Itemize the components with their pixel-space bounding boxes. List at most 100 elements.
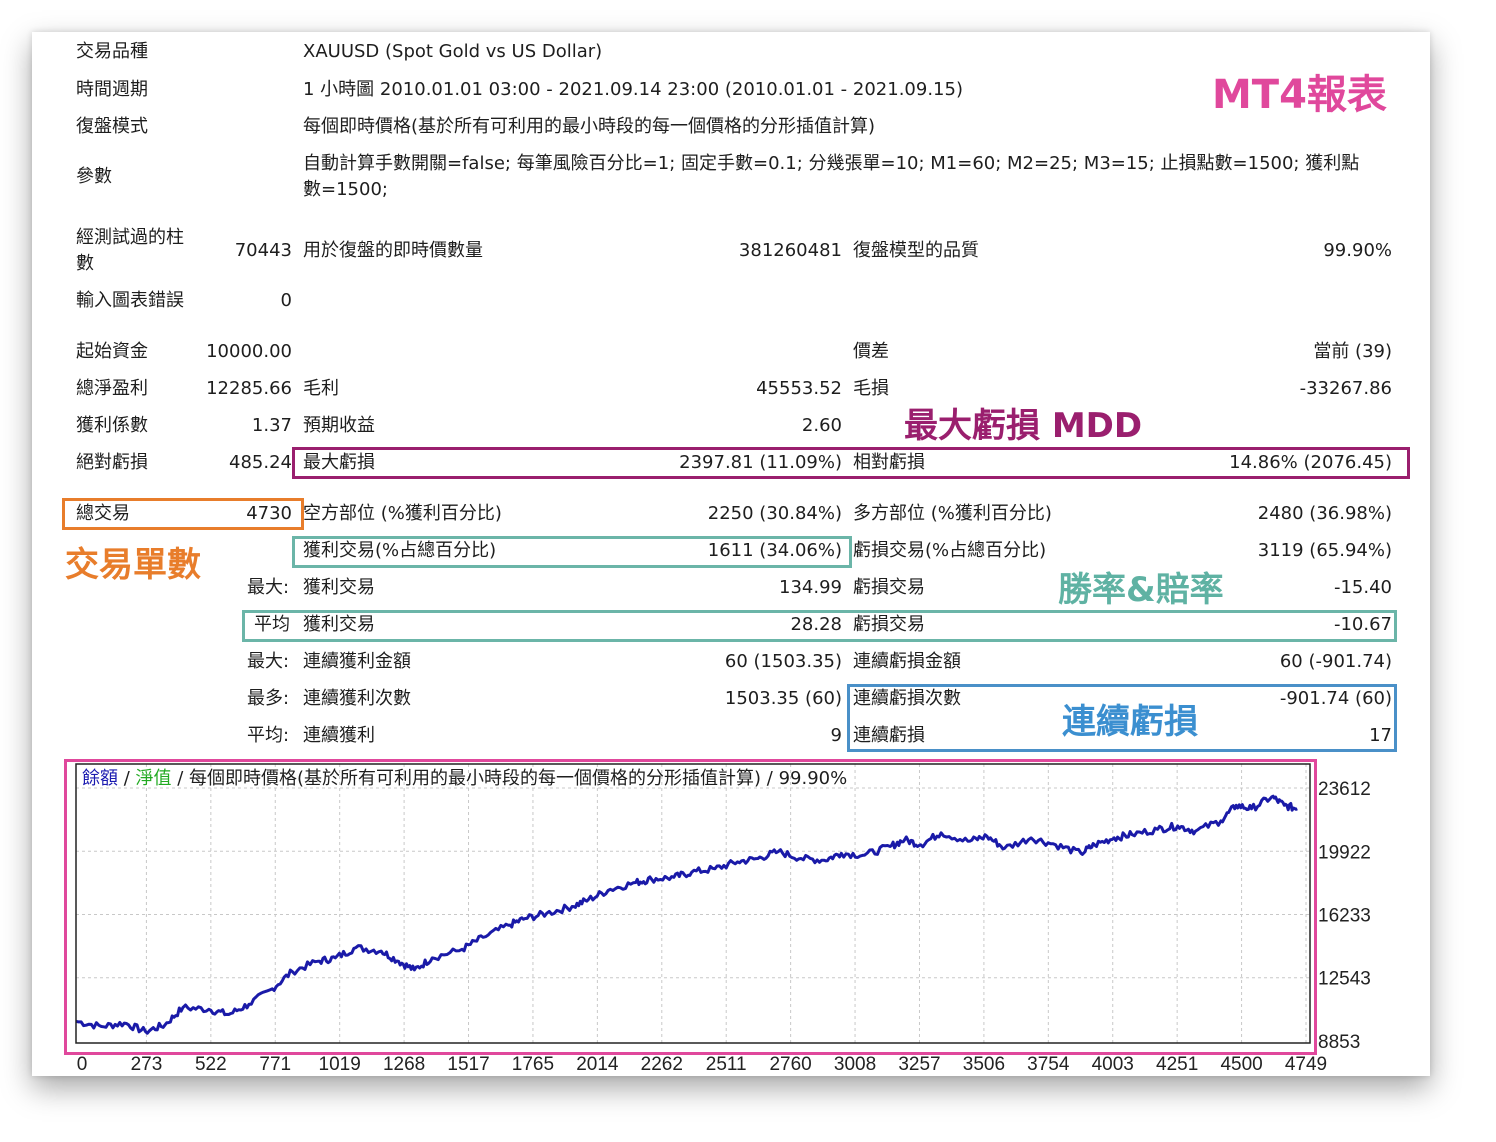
bars-label-line1: 經測試過的柱 [76,227,184,248]
largest-profit-label: 獲利交易 [303,577,375,598]
x-tick-label: 3257 [898,1054,940,1075]
symbol-value: XAUUSD (Spot Gold vs US Dollar) [303,41,603,62]
x-tick-label: 771 [259,1054,291,1075]
net-profit-value: 12285.66 [206,378,292,399]
avg-consec-losses-label: 連續虧損 [853,725,925,746]
x-tick-label: 2760 [769,1054,811,1075]
y-tick-label: 12543 [1318,969,1371,990]
y-tick-label: 16233 [1318,905,1371,926]
legend-description: / 每個即時價格(基於所有可利用的最小時段的每一個價格的分形插值計算) / 99… [171,768,848,789]
long-positions-value: 2480 (36.98%) [1257,503,1392,524]
total-trades-highlight [62,498,304,530]
short-positions-label: 空方部位 (%獲利百分比) [303,503,502,524]
most-consec-loss-value: -901.74 (60) [1279,688,1392,709]
x-tick-label: 4251 [1156,1054,1198,1075]
average-prefix: 平均 [254,614,290,635]
period-label: 時間週期 [76,79,148,100]
largest-profit-value: 134.99 [779,577,842,598]
legend-sep: / [118,768,136,789]
expected-payoff-value: 2.60 [801,415,842,436]
most-consec-loss-label: 連續虧損次數 [853,688,961,709]
x-tick-label: 522 [195,1054,227,1075]
x-tick-label: 0 [77,1054,88,1075]
deposit-value: 10000.00 [206,341,292,362]
profit-trades-label: 獲利交易(%占總百分比) [303,540,497,561]
largest-prefix: 最大: [247,577,290,598]
x-tick-label: 3008 [834,1054,876,1075]
y-tick-label: 8853 [1318,1032,1360,1053]
x-tick-label: 4749 [1285,1054,1327,1075]
rel-drawdown-label: 相對虧損 [853,452,925,473]
most-consec-profit-label: 連續獲利次數 [303,688,411,709]
params-value-line1: 自動計算手數開關=false; 每筆風險百分比=1; 固定手數=0.1; 分幾張… [303,153,1360,174]
rel-drawdown-value: 14.86% (2076.45) [1229,452,1392,473]
abs-drawdown-label: 絕對虧損 [76,452,148,473]
chart-plot-border [75,763,1311,1044]
max-drawdown-highlight [292,447,1410,479]
abs-drawdown-value: 485.24 [229,452,292,473]
total-trades-label: 總交易 [76,503,130,524]
chart-x-ticks: 0 273 522 771 1019 1268 1517 1765 2014 2262 2511 27… [77,1054,1327,1075]
average-loss-label: 虧損交易 [853,614,925,635]
x-tick-label: 4003 [1092,1054,1134,1075]
model-value: 每個即時價格(基於所有可利用的最小時段的每一個價格的分形插值計算) [303,116,876,137]
average-loss-value: -10.67 [1333,614,1392,635]
model-label: 復盤模式 [76,116,148,137]
quality-value: 99.90% [1323,240,1392,261]
most-prefix: 最多: [247,688,290,709]
x-tick-label: 4500 [1220,1054,1262,1075]
profit-factor-value: 1.37 [251,415,292,436]
gross-profit-label: 毛利 [303,378,339,399]
x-tick-label: 3506 [963,1054,1005,1075]
profit-trades-highlight [292,536,852,568]
errors-value: 0 [280,290,292,311]
avg-consec-wins-value: 9 [830,725,842,746]
x-tick-label: 2014 [576,1054,619,1075]
chart-y-ticks: 23612 19922 16233 12543 8853 [1318,779,1371,1053]
average-trades-highlight [242,610,1397,642]
x-tick-label: 2262 [641,1054,683,1075]
average-profit-label: 獲利交易 [303,614,375,635]
balance-chart: 0 273 522 771 1019 1268 1517 1765 2014 2262 2511 27… [75,763,1371,1075]
x-tick-label: 1517 [447,1054,489,1075]
y-tick-label: 19922 [1318,842,1371,863]
profit-trades-value: 1611 (34.06%) [707,540,842,561]
short-positions-value: 2250 (30.84%) [707,503,842,524]
mdd-annotation: 最大虧損 MDD [904,406,1143,446]
max-drawdown-label: 最大虧損 [303,452,375,473]
loss-trades-value: 3119 (65.94%) [1257,540,1392,561]
period-value: 1 小時圖 2010.01.01 03:00 - 2021.09.14 23:0… [303,79,963,100]
x-tick-label: 1019 [319,1054,361,1075]
gross-loss-value: -33267.86 [1299,378,1392,399]
gross-profit-value: 45553.52 [756,378,842,399]
report-card: 交易品種 XAUUSD (Spot Gold vs US Dollar) 時間週… [32,32,1430,1076]
symbol-label: 交易品種 [76,41,148,62]
avg-consec-losses-value: 17 [1369,725,1392,746]
loss-trades-label: 虧損交易(%占總百分比) [853,540,1047,561]
x-tick-label: 2511 [706,1054,747,1075]
chart-series [75,794,1298,1035]
net-profit-label: 總淨盈利 [76,378,148,399]
bars-label-line2: 數 [76,253,94,274]
x-tick-label: 3754 [1027,1054,1070,1075]
chart-highlight [64,759,1317,1055]
x-tick-label: 1765 [512,1054,554,1075]
deposit-label: 起始資金 [76,341,148,362]
expected-payoff-label: 預期收益 [303,415,375,436]
x-tick-label: 1268 [383,1054,425,1075]
quality-label: 復盤模型的品質 [853,240,979,261]
params-value-line2: 數=1500; [303,179,388,200]
params-label: 參數 [76,166,112,187]
mt4-report-annotation: MT4報表 [1212,72,1387,118]
ticks-label: 用於復盤的即時價數量 [303,240,483,261]
most-consec-profit-value: 1503.35 (60) [724,688,842,709]
x-tick-label: 273 [131,1054,163,1075]
largest-loss-value: -15.40 [1333,577,1392,598]
chart-legend: 餘額 / 淨值 / 每個即時價格(基於所有可利用的最小時段的每一個價格的分形插值… [82,768,847,790]
total-trades-value: 4730 [246,503,292,524]
chart-grid [76,764,1310,1043]
consecutive-loss-annotation: 連續虧損 [1062,702,1198,742]
largest-loss-label: 虧損交易 [853,577,925,598]
max-consec-losses-value: 60 (-901.74) [1279,651,1392,672]
spread-value: 當前 (39) [1313,341,1392,362]
